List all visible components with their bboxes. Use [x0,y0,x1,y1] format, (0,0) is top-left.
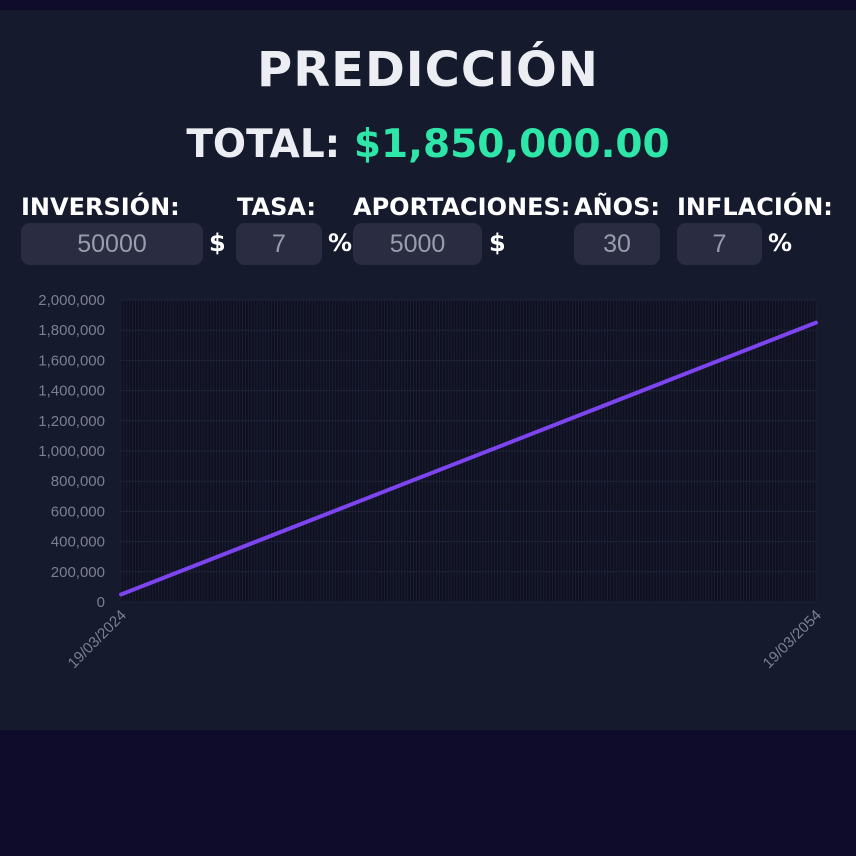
aportaciones-unit: $ [489,229,506,257]
inversion-input[interactable] [21,223,203,265]
y-tick-label: 800,000 [51,473,105,490]
page-title: PREDICCIÓN [257,42,599,98]
y-tick-label: 1,200,000 [38,413,105,430]
tasa-unit: % [328,229,353,257]
y-tick-label: 400,000 [51,534,105,551]
total-display: TOTAL: $1,850,000.00 [0,122,856,167]
inversion-unit: $ [209,229,226,257]
y-tick-label: 600,000 [51,503,105,520]
y-tick-label: 1,000,000 [38,443,105,460]
aportaciones-label: APORTACIONES: [353,193,571,221]
tasa-label: TASA: [237,193,316,221]
y-tick-label: 200,000 [51,564,105,581]
y-tick-label: 1,600,000 [38,352,105,369]
inflacion-label: INFLACIÓN: [677,193,833,221]
total-value: $1,850,000.00 [353,122,670,167]
y-tick-label: 1,800,000 [38,322,105,339]
prediction-chart: 2,000,000 1,800,000 1,600,000 1,400,000 1,20… [38,292,825,672]
total-label: TOTAL: [186,122,341,167]
y-tick-label: 2,000,000 [38,292,105,309]
anios-input[interactable] [574,223,660,265]
series-line [119,320,818,597]
inflacion-unit: % [768,229,793,257]
aportaciones-input[interactable] [353,223,482,265]
y-tick-label: 1,400,000 [38,383,105,400]
y-tick-label: 0 [97,594,105,611]
inflacion-input[interactable] [677,223,762,265]
anios-label: AÑOS: [574,193,660,221]
inversion-label: INVERSIÓN: [21,193,180,221]
x-tick-label: 19/03/2024 [65,607,130,672]
x-tick-label: 19/03/2054 [760,607,825,672]
tasa-input[interactable] [236,223,322,265]
